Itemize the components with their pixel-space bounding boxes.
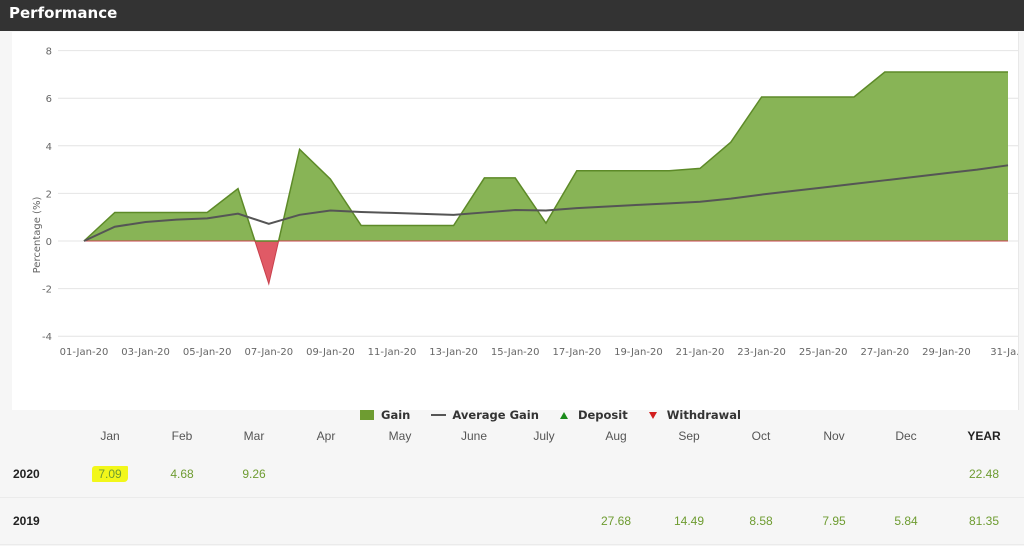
- table-cell: 5.84: [871, 514, 941, 528]
- table-cell: 9.26: [219, 467, 289, 481]
- performance-chart-card: 8 6 4 2 0 -2 -4 Percentage (%) 01-Jan-20 03-Jan-2…: [12, 32, 1019, 422]
- x-tick-label: 29-Jan-20: [922, 347, 971, 358]
- table-cell: 27.68: [581, 514, 651, 528]
- header-bar: Performance: [0, 0, 1024, 31]
- column-header: YEAR: [967, 429, 1001, 443]
- table-header-row: Jan Feb Mar Apr May June July Aug Sep Oct Nov Dec YE…: [0, 411, 1024, 459]
- column-header: May: [388, 429, 412, 443]
- x-tick-label: 07-Jan-20: [244, 347, 293, 358]
- x-tick-label: 27-Jan-20: [860, 347, 909, 358]
- legend-item-deposit[interactable]: Deposit: [559, 408, 628, 422]
- column-header: Apr: [316, 429, 336, 443]
- cell-value: 4.68: [170, 467, 194, 481]
- y-tick-label: 0: [46, 237, 52, 248]
- column-header: Aug: [605, 429, 627, 443]
- x-tick-label: 19-Jan-20: [614, 347, 663, 358]
- x-tick-label: 15-Jan-20: [491, 347, 540, 358]
- gain-swatch-icon: [360, 410, 374, 420]
- column-header: Mar: [243, 429, 265, 443]
- cell-value: 7.95: [822, 514, 846, 528]
- gain-area: [84, 72, 1008, 241]
- cell-value: 22.48: [968, 467, 1000, 481]
- table-cell: 7.09: [75, 466, 145, 482]
- x-tick-label: 17-Jan-20: [552, 347, 601, 358]
- column-header: June: [460, 429, 488, 443]
- line-icon: [431, 414, 447, 416]
- x-tick-label: 01-Jan-20: [60, 347, 109, 358]
- loss-area: [84, 241, 1008, 284]
- y-axis-label: Percentage (%): [32, 197, 43, 274]
- column-header: Feb: [171, 429, 193, 443]
- column-header: Nov: [823, 429, 845, 443]
- y-tick-label: 2: [46, 189, 52, 200]
- x-tick-label: 25-Jan-20: [799, 347, 848, 358]
- table-cell: 14.49: [654, 514, 724, 528]
- column-header: Dec: [895, 429, 917, 443]
- performance-chart[interactable]: 8 6 4 2 0 -2 -4 Percentage (%) 01-Jan-20 03-Jan-2…: [12, 32, 1018, 410]
- cell-value: 81.35: [968, 514, 1000, 528]
- y-tick-label: -2: [42, 285, 52, 296]
- cell-value: 8.58: [749, 514, 773, 528]
- legend-item-gain[interactable]: Gain: [360, 408, 410, 422]
- x-tick-label: 09-Jan-20: [306, 347, 355, 358]
- table-row: 2020 7.09 4.68 9.26 22.48: [0, 459, 1024, 498]
- legend-label: Withdrawal: [666, 408, 742, 422]
- column-header: July: [533, 429, 555, 443]
- cell-value: 5.84: [894, 514, 918, 528]
- x-tick-label: 23-Jan-20: [737, 347, 786, 358]
- y-tick-label: 6: [46, 94, 52, 105]
- row-year: 2020: [13, 467, 40, 481]
- legend-label: Average Gain: [452, 408, 539, 422]
- table-cell: 22.48: [949, 467, 1019, 481]
- monthly-performance-table: Jan Feb Mar Apr May June July Aug Sep Oct Nov Dec YE…: [0, 411, 1024, 546]
- legend-label: Deposit: [577, 408, 628, 422]
- loss-outline: [84, 240, 1008, 286]
- x-tick-label: 13-Jan-20: [429, 347, 478, 358]
- y-tick-label: 8: [46, 47, 52, 58]
- table-cell: 7.95: [799, 514, 869, 528]
- legend-item-withdrawal[interactable]: Withdrawal: [648, 408, 742, 422]
- gain-outline: [83, 71, 1008, 242]
- x-tick-label: 11-Jan-20: [368, 347, 417, 358]
- column-header: Jan: [100, 429, 120, 443]
- legend-label: Gain: [381, 408, 411, 422]
- column-header: Sep: [678, 429, 700, 443]
- table-cell: 4.68: [147, 467, 217, 481]
- table-row: 2019 27.68 14.49 8.58 7.95 5.84 81.35: [0, 497, 1024, 545]
- y-tick-label: 4: [46, 142, 52, 153]
- x-tick-label: 31-Ja...: [990, 347, 1018, 358]
- average-gain-line: [83, 164, 1009, 242]
- cell-value: 14.49: [673, 514, 705, 528]
- legend-item-average-gain[interactable]: Average Gain: [431, 408, 539, 422]
- table-cell: 8.58: [726, 514, 796, 528]
- triangle-up-icon: [559, 411, 568, 419]
- table-cell: 81.35: [949, 514, 1019, 528]
- x-tick-label: 05-Jan-20: [183, 347, 232, 358]
- x-tick-label: 03-Jan-20: [121, 347, 170, 358]
- chart-legend: Gain Average Gain Deposit Withdrawal: [360, 408, 762, 422]
- y-tick-label: -4: [42, 332, 52, 343]
- page-title: Performance: [9, 4, 118, 22]
- x-tick-label: 21-Jan-20: [676, 347, 725, 358]
- highlighted-value: 7.09: [92, 466, 128, 482]
- cell-value: 9.26: [242, 467, 266, 481]
- cell-value: 27.68: [600, 514, 632, 528]
- row-year: 2019: [13, 514, 40, 528]
- column-header: Oct: [751, 429, 771, 443]
- triangle-down-icon: [648, 411, 657, 419]
